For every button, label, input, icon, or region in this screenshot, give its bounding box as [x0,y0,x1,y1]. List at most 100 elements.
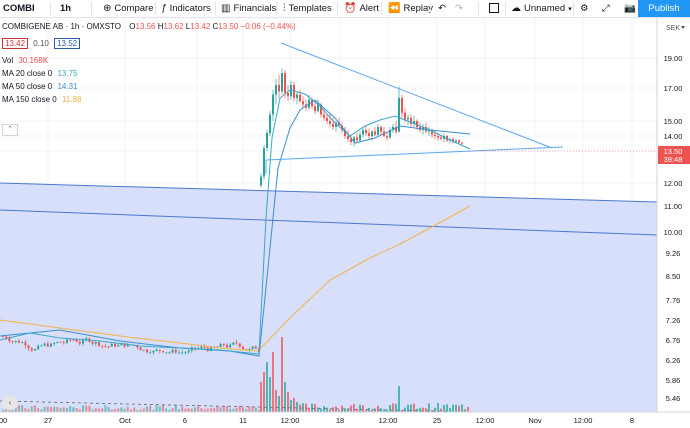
indicators-button[interactable]: ƒ Indicators [161,0,211,17]
candle-body [216,346,219,348]
alert-button[interactable]: ⏰ Alert [344,0,379,17]
chart-area[interactable]: SEK19.0017.0015.0014.0013.0012.0011.0010… [0,18,690,428]
candle-body [401,97,403,113]
volume-bar [401,409,403,412]
volume-bar [407,404,409,412]
volume-bar [24,407,27,412]
vol-value: 30.168K [18,56,49,65]
compare-button[interactable]: ⊕ Compare [103,0,153,17]
volume-bar [371,409,373,412]
volume-bar [104,405,107,412]
candle-body [299,94,301,102]
replay-icon: ⏪ [388,3,401,14]
candle-body [386,136,388,138]
candle-body [284,73,286,93]
templates-button[interactable]: ⫶ Templates [283,0,332,17]
price-tick-label: 6.26 [666,356,681,365]
volume-bar [158,406,161,412]
volume-bar [245,408,248,412]
ma20-line [0,89,471,355]
publish-button[interactable]: Publish [638,0,690,17]
candle-body [320,104,322,115]
candle-body [452,139,454,142]
undo-button[interactable]: ↶ [438,0,446,17]
fullscreen-square-button[interactable] [489,0,499,17]
volume-bar [338,409,340,412]
symbol-search[interactable]: COMBI [3,3,35,14]
volume-bar [443,405,445,412]
volume-bar [296,402,298,412]
candle-body [2,336,4,338]
candle-body [171,349,174,353]
price-tick-label: 6.76 [666,336,681,345]
replay-button[interactable]: ⏪ Replay [388,0,433,17]
redo-button[interactable]: ↷ [455,0,463,17]
price-tick-label: 5.86 [666,376,681,385]
candle-body [37,345,40,350]
candle-body [359,134,361,141]
bid-button[interactable]: 13.42 [2,38,29,49]
time-tick-label: 25 [433,416,441,425]
candle-body [329,121,331,124]
candle-body [458,140,460,143]
divider [478,2,479,15]
fullscreen-button[interactable]: ⤢ [602,0,610,17]
collapse-legend-button[interactable]: ⌃ [2,124,18,136]
candle-body [21,342,24,344]
time-tick-label: 00 [0,416,7,425]
candle-body [72,339,75,341]
candle-body [422,127,424,130]
indicators-label: Indicators [169,3,211,14]
candle-body [356,137,358,141]
ma150-label: MA 150 close 0 [2,95,57,104]
snapshot-button[interactable]: 📷 [624,0,636,17]
divider [505,2,506,15]
candle-body [287,92,289,97]
candle-body [416,121,418,127]
candle-body [314,106,316,112]
volume-bar [235,407,238,412]
volume-bar [120,407,123,412]
price-countdown: 39:48 [664,155,683,164]
price-chart-svg[interactable]: SEK19.0017.0015.0014.0013.0012.0011.0010… [0,18,690,428]
candle-body [404,112,406,120]
candle-body [317,104,319,112]
candle-body [136,345,139,348]
ask-button[interactable]: 13.52 [54,38,81,49]
settings-button[interactable]: ⚙ [580,0,589,17]
candle-body [34,349,36,351]
volume-bar [101,408,104,412]
volume-bar [467,406,469,412]
volume-bar [446,404,448,412]
volume-bar [452,404,454,412]
candle-body [278,85,280,92]
volume-bar [85,405,88,412]
candle-body [142,349,145,351]
volume-bar [50,407,52,412]
plus-circle-icon: ⊕ [103,3,112,14]
alarm-icon: ⏰ [344,3,357,14]
volume-bar [43,406,46,412]
layout-button[interactable]: ☁ Unnamed ▾ [511,0,572,17]
volume-bar [139,409,142,412]
candle-body [413,121,415,124]
volume-bar [344,408,346,412]
candle-body [222,343,225,345]
channel-mid-line [0,209,658,236]
volume-bar [242,407,244,412]
candle-body [238,343,241,347]
interval-button[interactable]: 1h [60,3,72,14]
candle-body [126,344,129,347]
ma20-value: 13.75 [57,69,78,78]
volume-bar [287,392,289,412]
channel-top-line [0,182,658,203]
candle-body [178,352,180,354]
financials-button[interactable]: ▥ Financials [221,0,276,17]
price-tick-label: 19.00 [664,54,683,63]
volume-bar [194,407,196,412]
volume-bar [320,408,322,412]
chart-icon: ▥ [221,3,231,14]
scroll-left-button[interactable]: ‹ [2,396,18,410]
candle-body [275,85,277,95]
volume-bar [130,409,132,412]
